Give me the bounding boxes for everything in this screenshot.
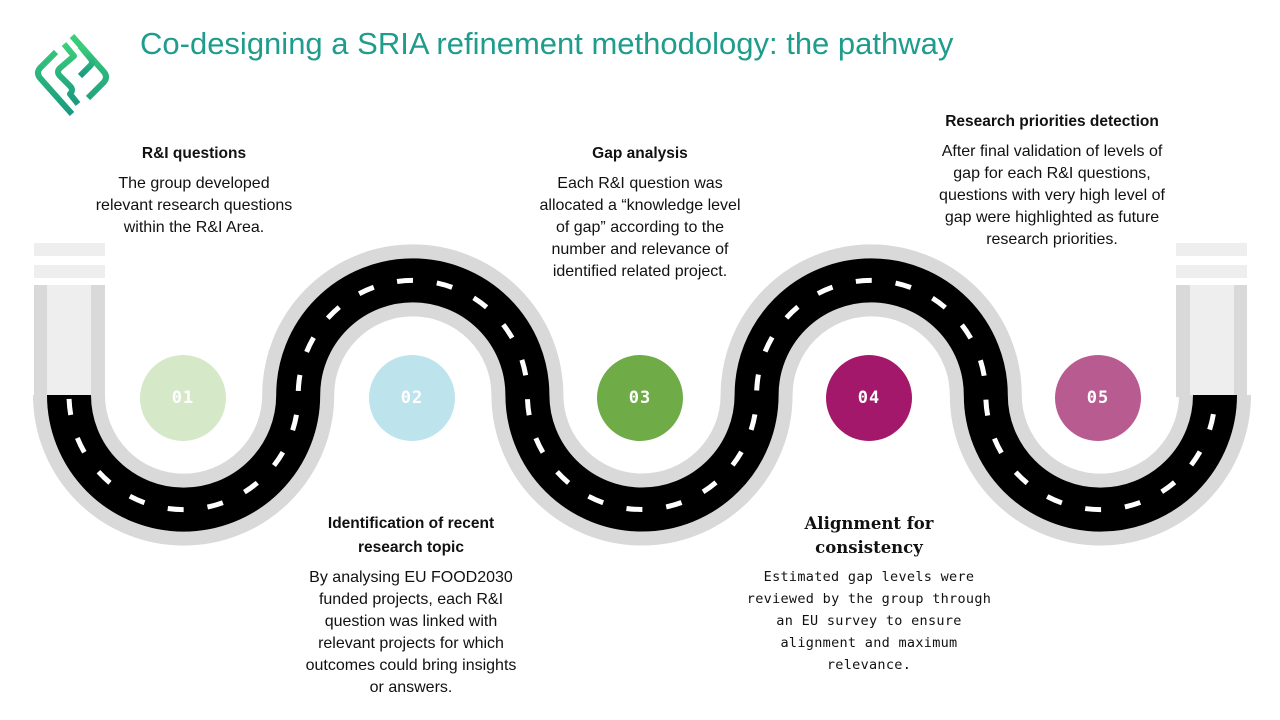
step-description-line: relevant projects for which bbox=[318, 635, 504, 652]
step-description-line: gap were highlighted as future bbox=[944, 209, 1160, 226]
step-description-line: relevance. bbox=[826, 657, 912, 673]
step-title: R&I questions bbox=[44, 142, 344, 166]
step-5-number-circle: 05 bbox=[1055, 355, 1141, 441]
step-title: Identification of recent research topic bbox=[261, 512, 561, 560]
step-description: Each R&I question was allocated a “knowle… bbox=[490, 173, 790, 283]
step-3-number-circle: 03 bbox=[597, 355, 683, 441]
sria-logo-icon bbox=[35, 34, 109, 116]
road-start-left bbox=[34, 243, 105, 397]
step-4-text: Alignment for consistency Estimated gap le… bbox=[719, 512, 1019, 676]
step-description-line: The group developed bbox=[118, 175, 270, 192]
step-description-line: After final validation of levels of bbox=[941, 143, 1163, 160]
step-2-number-circle: 02 bbox=[369, 355, 455, 441]
step-title: Alignment for consistency bbox=[719, 512, 1019, 560]
step-title-line: Research priorities detection bbox=[945, 113, 1159, 130]
step-description-line: of gap” according to the bbox=[555, 219, 725, 236]
step-1-text: R&I questions The group developed relevant… bbox=[44, 142, 344, 239]
step-description: By analysing EU FOOD2030 funded projects,… bbox=[261, 567, 561, 699]
step-description-line: gap for each R&I questions, bbox=[953, 165, 1151, 182]
step-description-line: or answers. bbox=[369, 679, 453, 696]
step-title-line: R&I questions bbox=[141, 145, 247, 162]
step-description-line: within the R&I Area. bbox=[123, 219, 265, 236]
step-description-line: By analysing EU FOOD2030 bbox=[309, 569, 513, 586]
step-title-line: consistency bbox=[815, 538, 923, 557]
step-description: After final validation of levels of gap f… bbox=[902, 141, 1202, 251]
step-description-line: Estimated gap levels were bbox=[763, 569, 975, 585]
step-description-line: Each R&I question was bbox=[557, 175, 723, 192]
step-title-line: Gap analysis bbox=[592, 145, 688, 162]
step-description-line: questions with very high level of bbox=[939, 187, 1165, 204]
step-description-line: identified related project. bbox=[552, 263, 728, 280]
step-title-line: Identification of recent bbox=[327, 515, 495, 532]
step-title-line: research topic bbox=[358, 539, 464, 556]
step-description-line: allocated a “knowledge level bbox=[539, 197, 741, 214]
step-description-line: reviewed by the group through bbox=[746, 591, 992, 607]
step-description-line: an EU survey to ensure bbox=[776, 613, 962, 629]
step-description-line: research priorities. bbox=[986, 231, 1118, 248]
road-start-right bbox=[1176, 243, 1247, 397]
step-1-number-circle: 01 bbox=[140, 355, 226, 441]
page-title: Co-designing a SRIA refinement methodolo… bbox=[140, 26, 954, 61]
step-description-line: funded projects, each R&I bbox=[318, 591, 504, 608]
step-3-text: Gap analysis Each R&I question was allocat… bbox=[490, 142, 790, 283]
step-description: Estimated gap levels were reviewed by the… bbox=[719, 566, 1019, 676]
step-title: Gap analysis bbox=[490, 142, 790, 166]
step-description-line: alignment and maximum bbox=[780, 635, 958, 651]
step-title: Research priorities detection bbox=[902, 110, 1202, 134]
step-description: The group developed relevant research que… bbox=[44, 173, 344, 239]
step-4-number-circle: 04 bbox=[826, 355, 912, 441]
road-lane-markings bbox=[66, 277, 1218, 513]
step-description-line: outcomes could bring insights bbox=[305, 657, 517, 674]
step-title-line: Alignment for bbox=[804, 514, 934, 533]
step-description-line: question was linked with bbox=[324, 613, 498, 630]
step-2-text: Identification of recent research topic By… bbox=[261, 512, 561, 699]
step-5-text: Research priorities detection After final… bbox=[902, 110, 1202, 251]
step-description-line: number and relevance of bbox=[551, 241, 729, 258]
step-description-line: relevant research questions bbox=[95, 197, 293, 214]
